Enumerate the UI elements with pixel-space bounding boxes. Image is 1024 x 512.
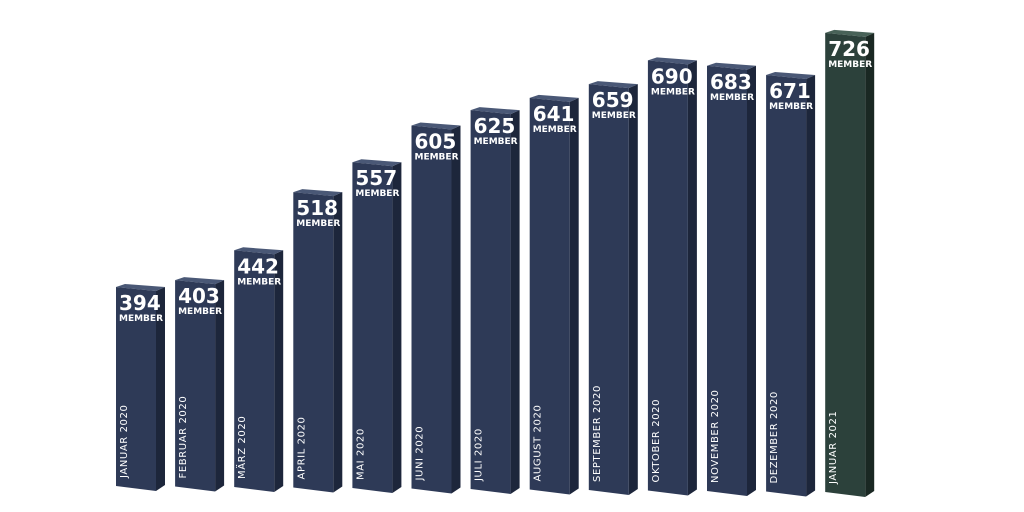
bar [647,60,688,496]
unit-label: MEMBER [769,102,813,112]
category-label: OKTOBER 2020 [651,399,662,483]
unit-label: MEMBER [119,314,163,324]
category-label: FEBRUAR 2020 [178,396,189,479]
data-label: 726 [828,37,870,61]
bar [825,32,866,497]
unit-label: MEMBER [415,152,459,162]
category-label: JANUAR 2020 [119,405,130,479]
data-label: 605 [415,129,457,153]
unit-label: MEMBER [710,93,754,103]
bar-top [470,107,520,115]
bar-side [687,60,697,496]
data-label: 659 [592,88,634,112]
category-label: APRIL 2020 [296,417,307,480]
bar [411,125,452,494]
bar-top [825,29,875,37]
data-label: 671 [769,79,811,103]
bar-top [588,81,638,89]
bar-side [747,65,756,496]
bar [234,250,275,492]
category-label: AUGUST 2020 [533,405,544,482]
category-label: MÄRZ 2020 [235,416,248,479]
bar-side [156,287,165,491]
category-label: NOVEMBER 2020 [710,389,721,483]
bar-top [116,284,165,291]
data-label: 518 [296,196,338,220]
bar-side [628,84,638,495]
bar [707,65,747,496]
bar-side [215,280,225,492]
bar-top [766,71,816,79]
unit-label: MEMBER [592,111,636,121]
data-label: 557 [355,166,397,190]
unit-label: MEMBER [296,219,340,229]
data-label: 394 [119,291,161,315]
bar-side [569,97,579,495]
category-label: MAI 2020 [355,428,366,480]
bar-side [274,250,284,492]
bar [175,280,216,492]
unit-label: MEMBER [474,137,518,147]
bar-side [451,125,461,494]
bar-top [175,277,225,285]
data-label: 625 [474,114,516,138]
bar-side [806,74,816,497]
unit-label: MEMBER [355,189,399,199]
unit-label: MEMBER [237,277,281,287]
bar [352,162,393,493]
bar [588,84,629,495]
unit-label: MEMBER [178,307,222,317]
bar-top [234,247,284,255]
category-label: JANUAR 2021 [828,411,839,485]
bar-side [865,32,875,497]
data-label: 442 [237,254,279,278]
bar-top [293,189,343,197]
bar-side [333,192,343,493]
bar [293,192,334,493]
category-label: DEZEMBER 2020 [769,391,780,483]
category-label: SEPTEMBER 2020 [592,385,603,482]
bar [529,97,570,495]
bar-top [352,159,402,167]
unit-label: MEMBER [828,60,872,70]
bar-top [707,62,756,70]
bar [766,74,807,497]
data-label: 683 [710,70,752,94]
bar-side [392,162,402,493]
data-label: 403 [178,284,220,308]
data-label: 690 [651,64,693,88]
unit-label: MEMBER [651,87,695,97]
bar-top [647,57,697,65]
bar [470,110,511,495]
bar-side [510,110,520,495]
bar [116,287,156,491]
category-label: JULI 2020 [474,428,485,482]
bar-top [529,94,579,102]
bar-top [411,122,461,130]
category-label: JUNI 2020 [415,426,426,482]
unit-label: MEMBER [533,125,577,135]
data-label: 641 [533,102,575,126]
